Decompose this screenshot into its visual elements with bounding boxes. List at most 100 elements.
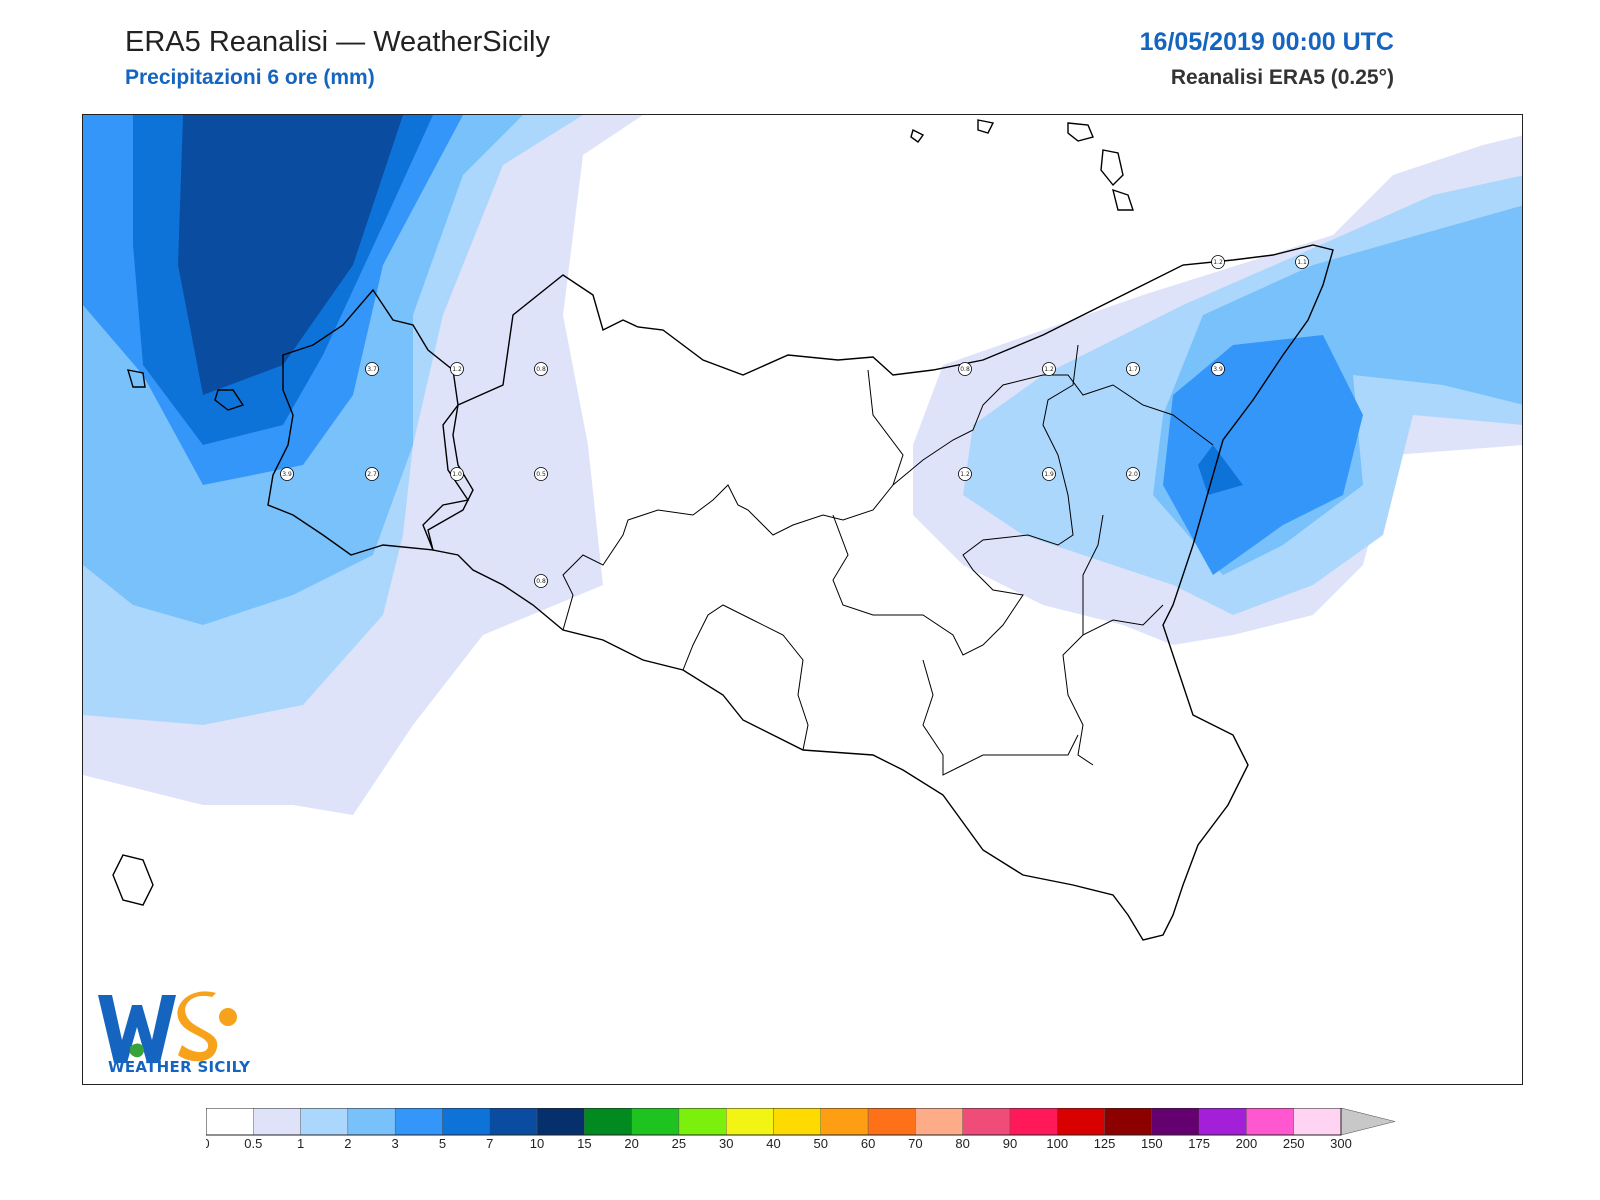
valid-datetime: 16/05/2019 00:00 UTC (1139, 28, 1394, 56)
station-circle (1042, 467, 1056, 481)
colorbar-labels: 0 0.5 1 2 3 5 7 10 15 20 25 30 40 50 60 70 80 90 100 125 150… (206, 1136, 1352, 1148)
station-circle (958, 362, 972, 376)
logo-s-letter (177, 991, 218, 1062)
station-marker: 3.7 (365, 362, 379, 376)
station-value: 2.7 (367, 471, 377, 478)
colorbar-tick-label: 3 (392, 1136, 399, 1148)
colorbar-box (867, 1108, 916, 1136)
colorbar-box (915, 1108, 963, 1136)
colorbar-extend-arrow (1340, 1108, 1396, 1136)
colorbar-tick-label: 250 (1283, 1136, 1305, 1148)
logo-text: WEATHER SICILY (108, 1058, 251, 1076)
map-title: ERA5 Reanalisi — WeatherSicily (125, 26, 550, 58)
station-circle (280, 467, 294, 481)
station-value: 1.0 (452, 471, 462, 478)
colorbar-box (1104, 1108, 1153, 1136)
colorbar-tick-label: 1 (297, 1136, 304, 1148)
station-marker: 2.7 (365, 467, 379, 481)
colorbar-tick-label: 175 (1188, 1136, 1210, 1148)
colorbar-tick-label: 5 (439, 1136, 446, 1148)
colorbar-box (631, 1108, 680, 1136)
station-circle (450, 362, 464, 376)
colorbar-box (1009, 1108, 1058, 1136)
coastline (112, 119, 1334, 941)
colorbar-box (1293, 1108, 1342, 1136)
colorbar-tick-label: 80 (955, 1136, 969, 1148)
station-value: 0.8 (536, 578, 546, 585)
colorbar-box (1198, 1108, 1247, 1136)
colorbar-box (678, 1108, 727, 1136)
colorbar-legend: 0 0.5 1 2 3 5 7 10 15 20 25 30 40 50 60 70 80 90 100 125 150… (206, 1108, 1396, 1148)
logo-leaf (130, 1043, 144, 1058)
colorbar-tick-label: 100 (1046, 1136, 1068, 1148)
colorbar-tick-label: 25 (672, 1136, 686, 1148)
colorbar-tick-label: 15 (577, 1136, 591, 1148)
precip-field-west (83, 115, 643, 815)
colorbar-box (206, 1108, 254, 1136)
station-circle (534, 467, 548, 481)
colorbar-tick-label: 50 (814, 1136, 828, 1148)
colorbar-tick-label: 7 (486, 1136, 493, 1148)
colorbar-box (773, 1108, 821, 1136)
weather-sicily-logo (98, 991, 237, 1063)
station-markers: 3.7 1.2 0.8 3.9 2.7 1.0 0.5 0.8 1.2 1.1 0.8 1.2 1.7 3… (280, 255, 1309, 588)
station-value: 1.7 (1128, 366, 1138, 373)
station-marker: 2.0 (1126, 467, 1140, 481)
station-circle (1211, 362, 1225, 376)
station-marker: 3.9 (280, 467, 294, 481)
colorbar-box (442, 1108, 490, 1136)
station-value: 3.9 (282, 471, 292, 478)
station-circle (534, 574, 548, 588)
colorbar-box (820, 1108, 869, 1136)
colorbar-box (1057, 1108, 1105, 1136)
colorbar-tick-label: 0 (206, 1136, 210, 1148)
colorbar-box (726, 1108, 774, 1136)
station-circle (534, 362, 548, 376)
region-borders (562, 344, 1214, 776)
station-marker: 3.9 (1211, 362, 1225, 376)
station-marker: 0.8 (958, 362, 972, 376)
station-value: 1.2 (960, 471, 970, 478)
station-marker: 1.9 (1042, 467, 1056, 481)
colorbar-tick-label: 20 (624, 1136, 638, 1148)
colorbar-box (489, 1108, 538, 1136)
station-circle (1126, 467, 1140, 481)
station-value: 1.2 (1044, 366, 1054, 373)
colorbar-box (253, 1108, 301, 1136)
station-value: 0.8 (536, 366, 546, 373)
station-marker: 1.2 (1042, 362, 1056, 376)
station-value: 3.7 (367, 366, 377, 373)
map-canvas: 3.7 1.2 0.8 3.9 2.7 1.0 0.5 0.8 1.2 1.1 0.8 1.2 1.7 3… (83, 115, 1522, 941)
station-value: 1.9 (1044, 471, 1054, 478)
precipitation-map[interactable]: 3.7 1.2 0.8 3.9 2.7 1.0 0.5 0.8 1.2 1.1 0.8 1.2 1.7 3… (82, 114, 1523, 1085)
colorbar-tick-label: 200 (1236, 1136, 1258, 1148)
station-value: 1.2 (1213, 259, 1223, 266)
colorbar-tick-label: 150 (1141, 1136, 1163, 1148)
colorbar-box (536, 1108, 585, 1136)
station-marker: 1.2 (1211, 255, 1225, 269)
colorbar-frame (206, 1108, 1342, 1136)
map-subtitle: Precipitazioni 6 ore (mm) (125, 66, 375, 89)
station-value: 2.0 (1128, 471, 1138, 478)
station-circle (365, 467, 379, 481)
station-circle (1295, 255, 1309, 269)
station-circle (1042, 362, 1056, 376)
colorbar-tick-label: 90 (1003, 1136, 1017, 1148)
station-marker: 1.2 (958, 467, 972, 481)
station-value: 1.1 (1297, 259, 1307, 266)
station-circle (1211, 255, 1225, 269)
data-source: Reanalisi ERA5 (0.25°) (1170, 66, 1394, 89)
station-marker: 0.5 (534, 467, 548, 481)
colorbar-tick-label: 60 (861, 1136, 875, 1148)
station-value: 0.5 (536, 471, 546, 478)
colorbar-box (962, 1108, 1011, 1136)
station-marker: 0.8 (534, 574, 548, 588)
station-circle (1126, 362, 1140, 376)
station-value: 0.8 (960, 366, 970, 373)
colorbar-box (347, 1108, 396, 1136)
colorbar-tick-label: 70 (908, 1136, 922, 1148)
colorbar-tick-label: 10 (530, 1136, 544, 1148)
colorbar-tick-label: 300 (1330, 1136, 1352, 1148)
colorbar-box (300, 1108, 349, 1136)
station-marker: 1.2 (450, 362, 464, 376)
